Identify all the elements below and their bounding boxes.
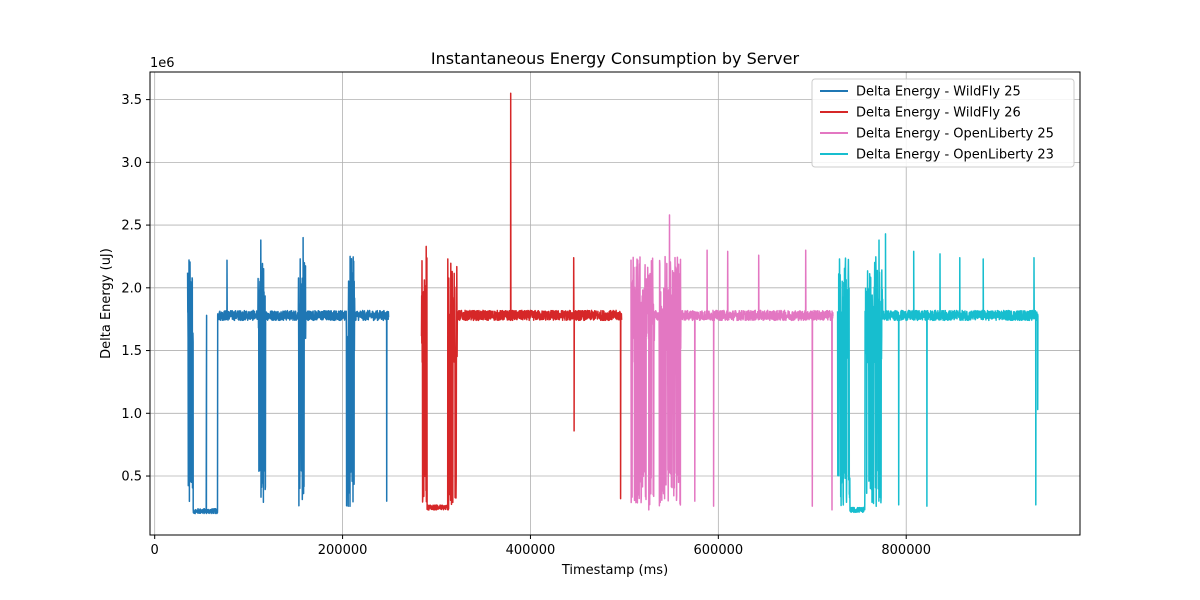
legend-entry: Delta Energy - WildFly 26: [856, 106, 1021, 121]
series-line: [630, 214, 834, 511]
legend-entry: Delta Energy - OpenLiberty 25: [856, 127, 1054, 142]
x-axis-label: Timestamp (ms): [561, 563, 668, 578]
series-line: [420, 92, 623, 511]
y-axis-offset-label: 1e6: [150, 56, 175, 71]
x-tick-label: 800000: [881, 543, 931, 558]
y-tick-label: 1.0: [121, 407, 142, 422]
grid-lines: [150, 72, 1080, 535]
y-tick-label: 3.5: [121, 93, 142, 108]
y-tick-label: 3.0: [121, 156, 142, 171]
x-tick-label: 600000: [694, 543, 744, 558]
series-line: [186, 236, 390, 515]
y-tick-label: 0.5: [121, 470, 142, 485]
axes-frame: [149, 71, 1081, 536]
x-axis-ticks: 0 200000 400000 600000 800000: [151, 535, 931, 558]
x-tick-label: 0: [151, 543, 159, 558]
legend-entry: Delta Energy - WildFly 25: [856, 85, 1021, 100]
chart-title: Instantaneous Energy Consumption by Serv…: [431, 49, 800, 68]
plot-area: [186, 92, 1039, 515]
x-tick-label: 200000: [318, 543, 368, 558]
y-axis-ticks: 0.5 1.0 1.5 2.0 2.5 3.0 3.5: [121, 93, 150, 485]
y-tick-label: 1.5: [121, 344, 142, 359]
y-tick-label: 2.5: [121, 219, 142, 234]
x-tick-label: 400000: [506, 543, 556, 558]
series-line: [836, 233, 1039, 514]
y-tick-label: 2.0: [121, 281, 142, 296]
legend-entry: Delta Energy - OpenLiberty 23: [856, 148, 1054, 163]
legend: Delta Energy - WildFly 25 Delta Energy - …: [811, 78, 1075, 168]
legend-box: [811, 78, 1075, 168]
y-axis-label: Delta Energy (uJ): [99, 248, 114, 359]
